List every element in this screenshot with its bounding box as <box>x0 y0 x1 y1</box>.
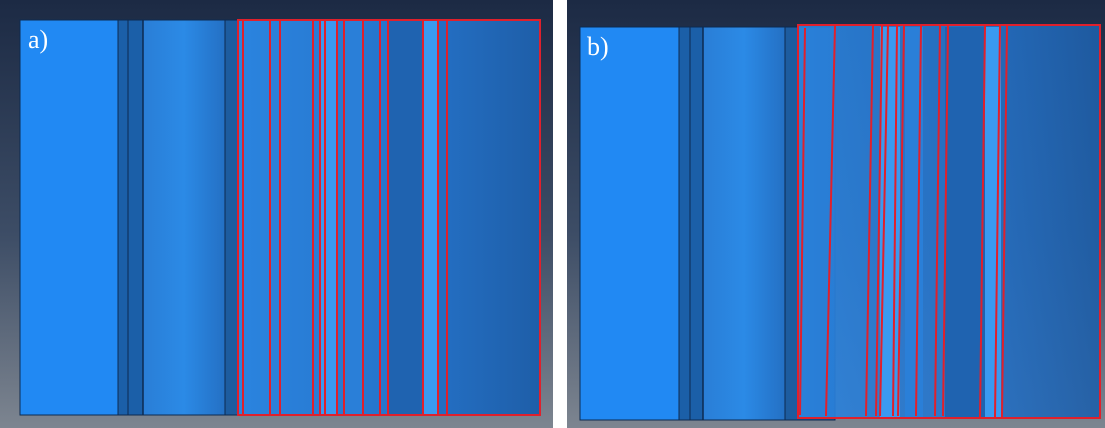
panel-label: b) <box>587 32 609 61</box>
panel-b: b) <box>567 0 1105 428</box>
block <box>703 27 785 420</box>
block <box>580 27 679 420</box>
block <box>679 27 703 420</box>
figure: a) b) <box>0 0 1105 428</box>
block <box>225 20 238 415</box>
panel-a: a) <box>0 0 553 428</box>
strip <box>388 21 423 414</box>
block <box>118 20 143 415</box>
strip <box>423 21 438 414</box>
panel-label: a) <box>28 25 48 54</box>
strip <box>945 27 985 417</box>
strip <box>344 21 363 414</box>
strip <box>320 21 337 414</box>
block <box>20 20 118 415</box>
block <box>143 20 225 415</box>
